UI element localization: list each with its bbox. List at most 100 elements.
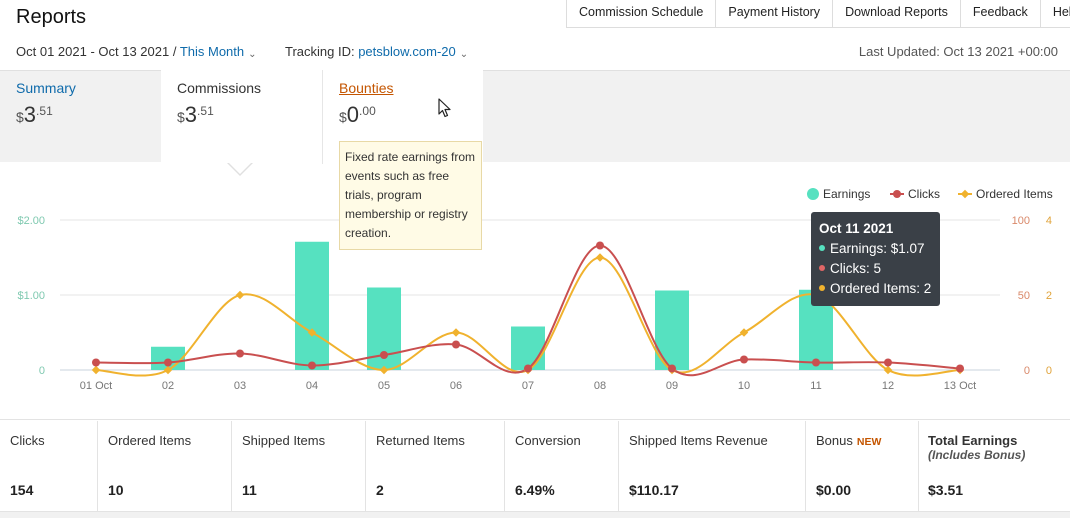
stat-value: 2 <box>376 482 384 498</box>
stat-value: $110.17 <box>629 482 679 498</box>
tab-commissions[interactable]: Commissions $3.51 <box>161 70 322 164</box>
x-axis-tick: 08 <box>594 380 606 392</box>
nav-payment-history[interactable]: Payment History <box>716 0 834 27</box>
y-axis-right-ordered-tick: 4 <box>1046 215 1052 227</box>
legend-ordered-label: Ordered Items <box>976 187 1053 201</box>
stat-shipped-items: Shipped Items 11 <box>232 421 366 511</box>
clicks-point <box>740 355 748 364</box>
top-nav: Commission Schedule Payment History Down… <box>566 0 1070 28</box>
clicks-line <box>95 244 961 377</box>
stat-conversion: Conversion 6.49% <box>505 421 619 511</box>
ordered-items-point <box>235 290 245 300</box>
legend-earnings-icon <box>807 188 819 200</box>
x-axis-tick: 04 <box>306 380 318 392</box>
earnings-bar <box>295 241 329 370</box>
tooltip-line-earnings: Earnings: $1.07 <box>819 239 932 259</box>
stat-returned-items: Returned Items 2 <box>366 421 505 511</box>
clicks-point <box>596 241 604 250</box>
clicks-point <box>812 358 820 367</box>
stat-label: Bonus NEW <box>816 433 908 448</box>
tooltip-clicks: Clicks: 5 <box>830 261 882 276</box>
chart-hover-tooltip: Oct 11 2021 Earnings: $1.07 Clicks: 5 Or… <box>811 212 940 306</box>
y-axis-left-tick: $1.00 <box>17 290 45 302</box>
x-axis-tick: 05 <box>378 380 390 392</box>
nav-download-reports[interactable]: Download Reports <box>833 0 961 27</box>
x-axis-tick: 06 <box>450 380 462 392</box>
tooltip-ordered: Ordered Items: 2 <box>830 281 932 296</box>
x-axis-tick: 13 Oct <box>944 380 976 392</box>
stat-value: 11 <box>242 482 257 498</box>
ordered-items-point <box>883 365 893 375</box>
clicks-point <box>236 349 244 358</box>
tab-summary-label: Summary <box>16 80 76 96</box>
tooltip-earnings: Earnings: $1.07 <box>830 241 925 256</box>
clicks-point <box>956 364 964 373</box>
stat-label: Ordered Items <box>108 433 192 448</box>
x-axis-tick: 12 <box>882 380 894 392</box>
y-axis-right-clicks-tick: 100 <box>1012 215 1030 227</box>
y-axis-left-tick: $2.00 <box>17 215 45 227</box>
x-axis-tick: 09 <box>666 380 678 392</box>
amount-whole: 3 <box>23 102 37 127</box>
nav-help[interactable]: Help <box>1052 5 1070 19</box>
date-range-selector[interactable]: Oct 01 2021 - Oct 13 2021 / This Month ⌄ <box>16 44 257 60</box>
amount-cents: 00 <box>362 104 376 118</box>
stat-label: Shipped Items <box>242 433 326 448</box>
last-updated: Last Updated: Oct 13 2021 +00:00 <box>858 44 1058 59</box>
stat-value: 154 <box>10 482 34 498</box>
nav-commission-schedule[interactable]: Commission Schedule <box>567 0 717 27</box>
x-axis-tick: 11 <box>810 380 821 392</box>
clicks-point <box>164 358 172 367</box>
page-title: Reports <box>16 6 87 28</box>
tab-pointer <box>228 162 252 174</box>
chart: $2.00 $1.00 0 100 50 0 4 2 0 01 Oct 02 03 04 05 06 07 08… <box>0 162 1070 420</box>
ordered-items-point <box>307 328 317 337</box>
stat-bonus: Bonus NEW $0.00 <box>806 421 919 511</box>
stats-bar: Clicks 154 Ordered Items 10 Shipped Item… <box>0 421 1070 512</box>
currency-symbol: $ <box>339 109 347 125</box>
tab-summary[interactable]: Summary $3.51 <box>0 70 161 162</box>
tab-commissions-amount: $3.51 <box>177 102 214 127</box>
chevron-down-icon: ⌄ <box>248 49 257 60</box>
stat-value: $0.00 <box>816 482 852 498</box>
tooltip-line-ordered: Ordered Items: 2 <box>819 279 932 299</box>
y-axis-right-clicks-tick: 0 <box>1024 365 1030 377</box>
ordered-items-point <box>451 328 461 337</box>
tracking-id-selector[interactable]: Tracking ID: petsblow.com-20 ⌄ <box>285 44 468 60</box>
nav-feedback[interactable]: Feedback <box>961 0 1041 27</box>
clicks-point <box>92 358 100 367</box>
tab-bounties-amount: $0.00 <box>339 102 376 127</box>
stat-value: 10 <box>108 482 124 498</box>
stat-label: Clicks <box>10 433 45 448</box>
clicks-point <box>380 351 388 359</box>
ordered-dot-icon <box>819 285 825 291</box>
clicks-point <box>308 361 316 370</box>
y-axis-right-clicks-tick: 50 <box>1018 290 1030 302</box>
stat-label: Conversion <box>515 433 581 448</box>
stat-bonus-label: Bonus <box>816 433 853 448</box>
legend-earnings-label: Earnings <box>823 187 870 201</box>
legend-ordered-icon <box>960 189 970 199</box>
bounties-tooltip: Fixed rate earnings from events such as … <box>339 141 482 250</box>
tooltip-line-clicks: Clicks: 5 <box>819 259 932 279</box>
clicks-point <box>668 364 676 373</box>
stat-value: $3.51 <box>928 482 964 498</box>
legend-clicks-label: Clicks <box>908 187 940 201</box>
amount-whole: 3 <box>184 102 198 127</box>
currency-symbol: $ <box>16 109 24 125</box>
tab-summary-amount: $3.51 <box>16 102 53 127</box>
stat-total-earnings: Total Earnings (Includes Bonus) $3.51 <box>919 421 1070 511</box>
date-preset-link[interactable]: This Month <box>179 44 245 59</box>
tooltip-title: Oct 11 2021 <box>819 221 894 236</box>
x-axis-tick: 10 <box>738 380 750 392</box>
stat-ordered-items: Ordered Items 10 <box>98 421 232 511</box>
bottom-strip <box>0 512 1070 518</box>
currency-symbol: $ <box>177 109 185 125</box>
tab-bounties-label[interactable]: Bounties <box>339 80 394 96</box>
clicks-dot-icon <box>819 265 825 271</box>
earnings-dot-icon <box>819 245 825 251</box>
stat-shipped-revenue: Shipped Items Revenue $110.17 <box>619 421 806 511</box>
tracking-id-value[interactable]: petsblow.com-20 <box>358 44 456 59</box>
stat-value: 6.49% <box>515 482 555 498</box>
